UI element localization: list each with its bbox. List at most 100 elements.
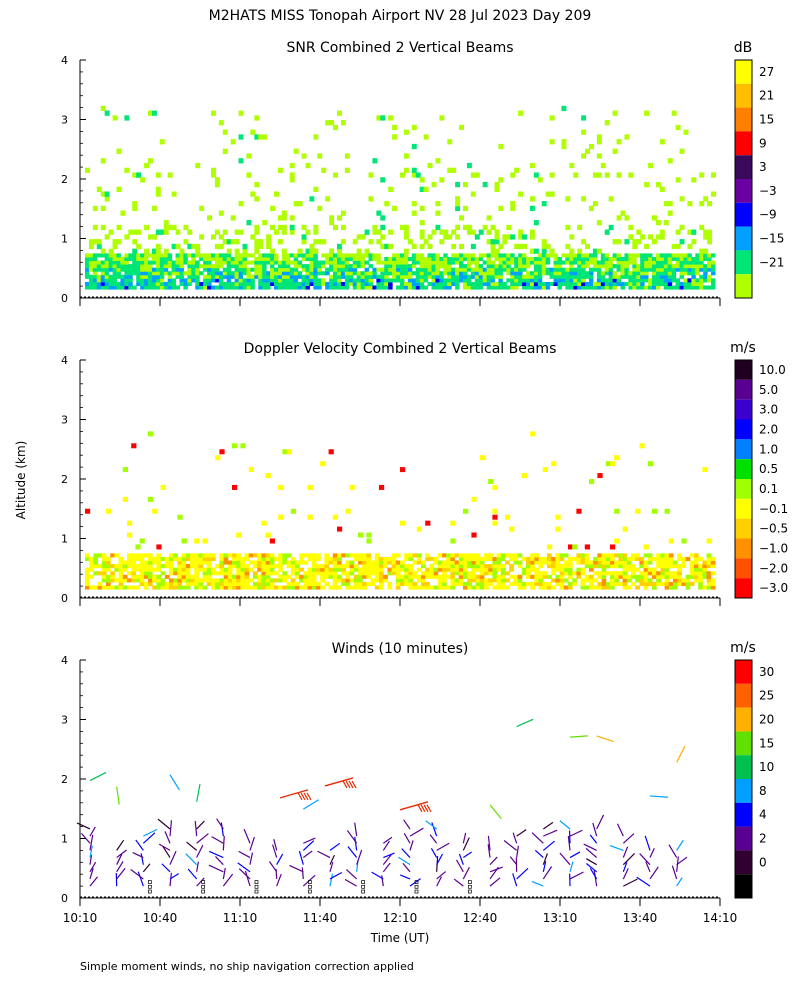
velocity-cell (131, 571, 136, 576)
snr-cell (388, 264, 393, 269)
snr-cell (88, 253, 94, 258)
snr-cell (569, 260, 574, 265)
snr-cell (100, 253, 106, 258)
velocity-cell (475, 581, 481, 587)
wind-barb (89, 868, 94, 880)
snr-cell (285, 278, 291, 283)
velocity-cell (110, 571, 115, 576)
snr-cell (116, 285, 121, 290)
velocity-cell (307, 581, 313, 587)
calm-marker (201, 884, 206, 889)
velocity-cell (589, 581, 594, 587)
wind-barb (592, 822, 598, 837)
velocity-cell (307, 567, 313, 572)
wind-barb (164, 831, 171, 844)
velocity-cell (509, 564, 514, 569)
snr-cell (636, 274, 641, 279)
velocity-cell (689, 574, 695, 579)
velocity-cell (223, 571, 229, 576)
snr-cell (463, 181, 468, 188)
snr-cell (474, 264, 480, 269)
snr-cell (195, 278, 200, 283)
velocity-cell (391, 564, 397, 569)
snr-cell (415, 256, 421, 262)
snr-cell (691, 278, 696, 283)
snr-cell (585, 274, 590, 279)
snr-cell (163, 253, 169, 258)
snr-cell (616, 139, 622, 145)
velocity-cell (177, 560, 183, 565)
snr-cell (632, 278, 637, 283)
velocity-cell (513, 560, 519, 565)
velocity-cell (118, 564, 124, 569)
velocity-cell (320, 567, 325, 572)
snr-cell (423, 134, 429, 140)
wind-barb (302, 840, 315, 851)
snr-cell (132, 248, 138, 254)
snr-cell (478, 271, 484, 276)
snr-cell (573, 172, 579, 178)
snr-cell (179, 274, 184, 279)
snr-cell (250, 260, 255, 265)
snr-cell (486, 215, 492, 221)
velocity-cell (156, 544, 162, 550)
snr-cell (541, 239, 547, 245)
velocity-cell (513, 553, 519, 558)
velocity-cell (345, 581, 351, 587)
velocity-cell (320, 578, 325, 583)
snr-cell (655, 278, 661, 283)
snr-cell (411, 256, 417, 262)
snr-cell (667, 278, 673, 283)
wind-barb-flag (417, 804, 423, 813)
wind-barb (317, 850, 331, 859)
velocity-cell (190, 553, 195, 558)
wind-barb (116, 861, 124, 873)
wind-barb (569, 871, 584, 880)
velocity-cell (236, 585, 241, 590)
snr-cell (455, 281, 460, 287)
snr-cell (683, 253, 688, 258)
snr-cell (301, 256, 306, 262)
velocity-cell (496, 556, 502, 562)
velocity-cell (559, 578, 565, 583)
snr-cell (478, 253, 484, 258)
snr-cell (403, 129, 409, 135)
velocity-cell (664, 585, 670, 590)
velocity-cell (169, 556, 174, 562)
snr-cell (478, 256, 484, 262)
velocity-cell (517, 560, 523, 565)
snr-cell (553, 253, 558, 258)
snr-cell (502, 256, 507, 262)
velocity-cell (97, 553, 103, 558)
velocity-cell (311, 567, 317, 572)
snr-cell (683, 260, 688, 265)
snr-cell (691, 281, 696, 287)
velocity-cell (122, 574, 128, 579)
snr-cell (459, 215, 464, 221)
snr-cell (301, 234, 307, 240)
velocity-cell (471, 553, 477, 558)
velocity-cell (421, 585, 426, 590)
snr-cell (640, 271, 645, 276)
wind-barb (356, 849, 363, 865)
snr-cell (451, 274, 456, 279)
velocity-cell (698, 571, 703, 576)
wind-barb (302, 850, 313, 859)
wind-barb (89, 861, 97, 873)
snr-cell (187, 243, 193, 250)
snr-cell (148, 260, 153, 265)
velocity-cell (345, 508, 351, 514)
snr-cell (624, 260, 629, 265)
colorbar: m/s10.05.03.02.01.00.50.1−0.1−0.5−1.0−2.… (730, 340, 788, 599)
velocity-cell (337, 560, 342, 565)
snr-cell (124, 167, 130, 173)
snr-cell (309, 256, 314, 262)
velocity-cell (446, 567, 451, 572)
snr-cell (648, 260, 653, 265)
velocity-cell (622, 578, 628, 583)
snr-cell (451, 271, 456, 276)
velocity-cell (106, 564, 111, 569)
snr-cell (703, 256, 708, 262)
velocity-cell (337, 578, 342, 583)
snr-cell (167, 271, 173, 276)
